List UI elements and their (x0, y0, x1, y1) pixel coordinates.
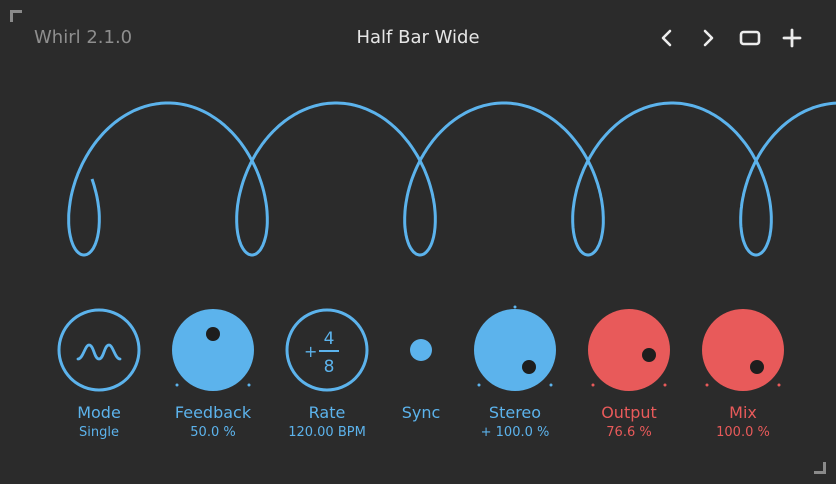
rate-label: Rate (308, 403, 346, 422)
stereo-knob[interactable] (470, 305, 560, 395)
sync-toggle[interactable] (376, 305, 466, 395)
rate-value: 120.00 BPM (288, 425, 366, 440)
add-button[interactable] (776, 22, 808, 54)
mode-value: Single (79, 425, 119, 440)
resize-handle[interactable] (814, 462, 826, 474)
rate-control: + 4 8 Rate 120.00 BPM (272, 305, 382, 440)
stereo-value: + 100.0 % (480, 425, 550, 440)
whirl-visualizer (67, 101, 836, 257)
mix-control: Mix 100.0 % (688, 305, 798, 440)
wave-shape-icon (76, 343, 122, 361)
stereo-control: Stereo + 100.0 % (460, 305, 570, 440)
next-preset-button[interactable] (692, 22, 724, 54)
feedback-knob[interactable] (168, 305, 258, 395)
rate-sign: + (304, 342, 317, 361)
chevron-right-icon (703, 29, 714, 47)
knob-indicator (642, 348, 656, 362)
knob-indicator (522, 360, 536, 374)
stereo-label: Stereo (488, 403, 542, 422)
output-control: Output 76.6 % (574, 305, 684, 440)
output-label: Output (601, 403, 657, 422)
knob-indicator (750, 360, 764, 374)
mode-control: Mode Single (44, 305, 154, 440)
rate-denominator: 8 (324, 357, 335, 377)
mix-label: Mix (729, 403, 757, 422)
rate-numerator: 4 (324, 329, 335, 349)
feedback-value: 50.0 % (190, 425, 236, 440)
output-value: 76.6 % (606, 425, 652, 440)
chevron-left-icon (661, 29, 672, 47)
knob-indicator (206, 327, 220, 341)
plus-icon (782, 28, 802, 48)
rate-selector[interactable]: + 4 8 (282, 305, 372, 395)
window-button[interactable] (734, 22, 766, 54)
sync-control: Sync (366, 305, 476, 422)
sync-label: Sync (401, 403, 441, 422)
mode-selector[interactable] (54, 305, 144, 395)
mix-knob[interactable] (698, 305, 788, 395)
output-knob[interactable] (584, 305, 674, 395)
app-title: Whirl 2.1.0 (34, 27, 133, 48)
window-icon (739, 30, 761, 46)
feedback-control: Feedback 50.0 % (158, 305, 268, 440)
feedback-label: Feedback (174, 403, 252, 422)
resize-corner-top-left (10, 10, 22, 22)
preset-name[interactable]: Half Bar Wide (356, 27, 480, 48)
mix-value: 100.0 % (716, 425, 770, 440)
prev-preset-button[interactable] (651, 22, 683, 54)
mode-label: Mode (77, 403, 121, 422)
